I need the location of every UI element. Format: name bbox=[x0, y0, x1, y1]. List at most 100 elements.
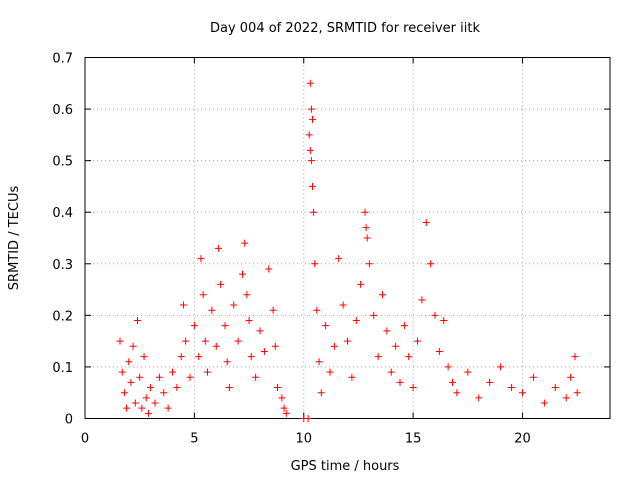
data-point bbox=[214, 244, 222, 252]
data-point bbox=[221, 322, 229, 330]
data-point bbox=[307, 157, 315, 165]
data-point bbox=[127, 378, 135, 386]
data-point bbox=[164, 404, 172, 412]
data-point bbox=[435, 347, 443, 355]
chart-title: Day 004 of 2022, SRMTID for receiver iit… bbox=[210, 21, 480, 36]
data-point bbox=[571, 353, 579, 361]
y-tick-label: 0.7 bbox=[52, 52, 73, 67]
data-point bbox=[179, 301, 187, 309]
plot-frame bbox=[84, 57, 611, 419]
data-point bbox=[307, 105, 315, 113]
data-point bbox=[317, 389, 325, 397]
data-point bbox=[306, 79, 314, 87]
y-tick-label: 0.5 bbox=[52, 155, 73, 170]
data-point bbox=[310, 208, 318, 216]
data-point bbox=[444, 363, 452, 371]
data-point bbox=[322, 322, 330, 330]
data-point bbox=[361, 208, 369, 216]
data-point bbox=[142, 394, 150, 402]
y-tick-label: 0.3 bbox=[52, 258, 73, 273]
data-points bbox=[116, 79, 581, 422]
data-point bbox=[409, 384, 417, 392]
data-point bbox=[239, 270, 246, 278]
data-point bbox=[116, 337, 124, 345]
data-point bbox=[486, 378, 494, 386]
data-point bbox=[182, 337, 190, 345]
data-point bbox=[339, 301, 347, 309]
data-point bbox=[197, 255, 205, 263]
y-tick-label: 0.1 bbox=[52, 361, 73, 376]
data-point bbox=[256, 327, 264, 335]
data-point bbox=[383, 327, 391, 335]
data-point bbox=[278, 394, 286, 402]
data-point bbox=[573, 389, 581, 397]
data-point bbox=[306, 146, 314, 154]
data-point bbox=[330, 342, 338, 350]
data-point bbox=[529, 373, 537, 381]
data-point bbox=[357, 280, 365, 288]
data-point bbox=[195, 353, 203, 361]
data-point bbox=[155, 373, 163, 381]
data-point bbox=[177, 353, 185, 361]
data-point bbox=[138, 404, 146, 412]
y-tick-label: 0.2 bbox=[52, 309, 73, 324]
data-point bbox=[315, 358, 323, 366]
data-point bbox=[123, 404, 131, 412]
data-point bbox=[313, 306, 321, 314]
data-point bbox=[223, 358, 231, 366]
data-point bbox=[247, 353, 255, 361]
data-point bbox=[427, 260, 435, 268]
data-point bbox=[201, 337, 209, 345]
x-axis-label: GPS time / hours bbox=[291, 459, 400, 474]
data-point bbox=[453, 389, 461, 397]
data-point bbox=[400, 322, 408, 330]
data-point bbox=[225, 384, 233, 392]
data-point bbox=[243, 291, 251, 299]
data-point bbox=[540, 399, 548, 407]
data-point bbox=[186, 373, 194, 381]
x-tick-label: 5 bbox=[190, 432, 198, 447]
data-point bbox=[449, 378, 456, 386]
data-point bbox=[280, 404, 288, 412]
data-point bbox=[475, 394, 483, 402]
data-point bbox=[134, 317, 141, 325]
data-point bbox=[387, 368, 395, 376]
data-point bbox=[304, 415, 312, 422]
data-point bbox=[326, 368, 334, 376]
data-point bbox=[464, 368, 472, 376]
data-point bbox=[136, 373, 144, 381]
data-point bbox=[217, 280, 225, 288]
x-tick-label: 20 bbox=[514, 432, 531, 447]
data-point bbox=[418, 296, 426, 304]
x-tick-label: 10 bbox=[295, 432, 312, 447]
data-point bbox=[374, 353, 382, 361]
data-point bbox=[252, 373, 260, 381]
data-point bbox=[431, 311, 439, 319]
data-point bbox=[160, 389, 168, 397]
data-point bbox=[311, 260, 319, 268]
data-point bbox=[151, 399, 159, 407]
data-point bbox=[365, 260, 373, 268]
data-point bbox=[190, 322, 198, 330]
y-tick-label: 0.4 bbox=[52, 206, 73, 221]
data-point bbox=[118, 368, 126, 376]
data-point bbox=[208, 306, 216, 314]
data-point bbox=[414, 337, 421, 345]
data-point bbox=[230, 301, 238, 309]
data-point bbox=[144, 409, 152, 417]
data-point bbox=[344, 337, 351, 345]
data-point bbox=[440, 317, 448, 325]
data-point bbox=[199, 291, 207, 299]
x-tick-label: 0 bbox=[81, 432, 89, 447]
data-point bbox=[129, 342, 137, 350]
data-point bbox=[125, 358, 133, 366]
data-point bbox=[396, 378, 404, 386]
data-point bbox=[352, 317, 360, 325]
data-point bbox=[140, 353, 148, 361]
data-point bbox=[335, 255, 343, 263]
data-point bbox=[245, 317, 253, 325]
y-axis-label: SRMTID / TECUs bbox=[7, 186, 22, 291]
data-point bbox=[271, 342, 279, 350]
data-point bbox=[241, 239, 249, 247]
x-tick-label: 15 bbox=[405, 432, 422, 447]
